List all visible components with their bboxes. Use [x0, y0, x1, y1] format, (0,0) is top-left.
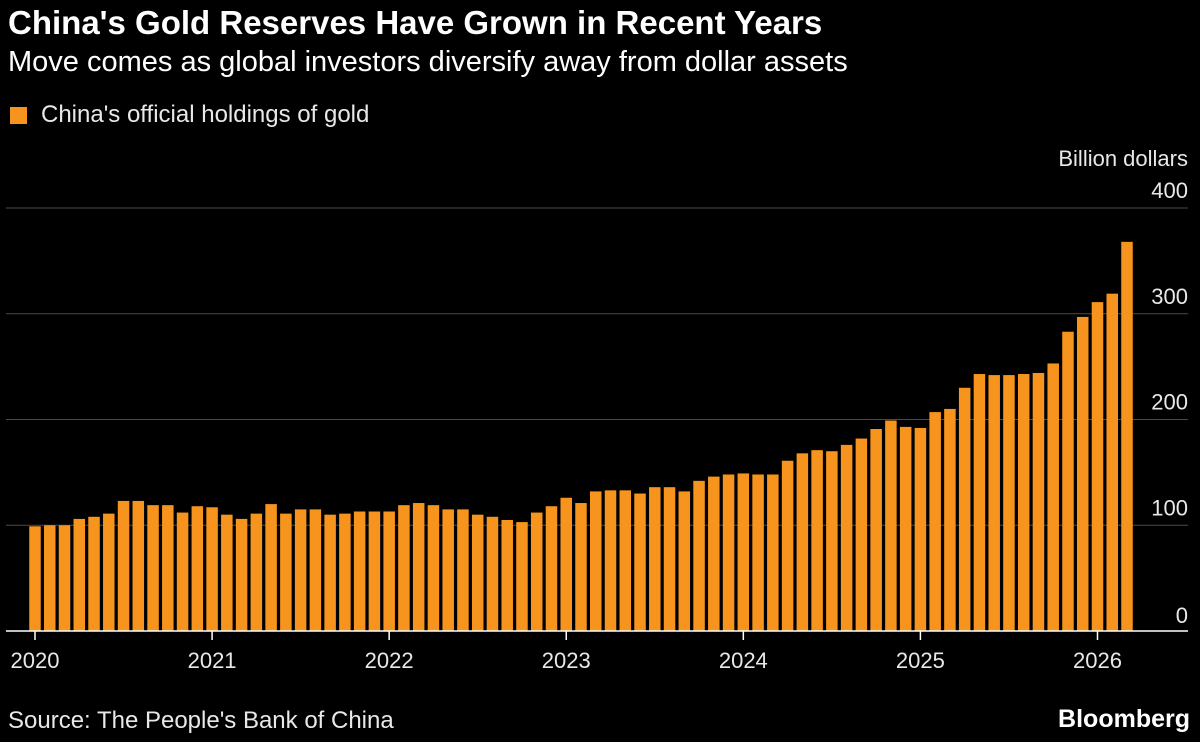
chart-subtitle: Move comes as global investors diversify… — [8, 46, 848, 78]
bar — [265, 504, 277, 631]
x-tick-label: 2021 — [188, 648, 237, 673]
bar — [826, 451, 838, 631]
bar — [1047, 363, 1059, 631]
bar — [1062, 331, 1074, 631]
bar — [811, 450, 823, 631]
bar — [250, 513, 263, 631]
bar — [737, 473, 750, 631]
bar — [206, 507, 218, 631]
bar — [58, 525, 71, 631]
bar — [545, 506, 558, 631]
bar — [575, 503, 587, 631]
bar — [398, 505, 410, 631]
bar — [309, 509, 322, 631]
bar — [191, 506, 204, 631]
bar — [235, 518, 248, 631]
bar — [29, 526, 41, 631]
x-ticks: 2020 2021 2022 2023 2024 2025 2026 — [11, 631, 1122, 673]
bar — [604, 490, 617, 631]
bars — [29, 241, 1133, 631]
source-note: Source: The People's Bank of China — [8, 707, 394, 734]
bar — [708, 476, 720, 631]
y-tick-label: 300 — [1151, 284, 1188, 309]
bar — [590, 491, 602, 631]
bar — [649, 487, 661, 631]
legend-swatch — [10, 106, 27, 124]
bar — [442, 509, 454, 631]
bar — [501, 519, 513, 631]
bar — [899, 426, 912, 631]
bar — [132, 500, 145, 631]
bar — [1106, 293, 1118, 631]
bar — [516, 522, 528, 631]
legend: China's official holdings of gold — [10, 101, 369, 129]
bar — [486, 516, 499, 631]
bar — [914, 427, 927, 631]
bar — [767, 474, 779, 631]
bar — [147, 505, 159, 631]
x-tick-label: 2023 — [542, 648, 591, 673]
legend-label: China's official holdings of gold — [41, 101, 370, 128]
x-tick-label: 2025 — [896, 648, 945, 673]
y-axis-unit-label: Billion dollars — [1058, 146, 1188, 171]
y-tick-labels: 0 100 200 300 400 — [1151, 178, 1188, 628]
bar — [1017, 374, 1030, 631]
bar — [619, 490, 632, 631]
bar — [678, 491, 691, 631]
bar — [530, 512, 543, 631]
bar — [944, 408, 956, 631]
bar — [929, 412, 941, 631]
bar — [221, 514, 233, 631]
bar — [280, 513, 292, 631]
bar — [634, 493, 646, 631]
bar — [162, 505, 174, 631]
bar — [1003, 375, 1015, 631]
bar — [1076, 316, 1089, 631]
bar — [383, 511, 395, 631]
bar — [73, 518, 86, 631]
x-tick-label: 2020 — [11, 648, 60, 673]
bar — [294, 509, 307, 631]
y-tick-label: 200 — [1151, 390, 1188, 415]
bar — [117, 500, 130, 631]
bar — [693, 480, 705, 631]
bar — [368, 511, 381, 631]
bar — [855, 438, 868, 631]
bar — [339, 513, 351, 631]
bar — [663, 487, 676, 631]
bar — [457, 509, 469, 631]
bar — [885, 420, 897, 631]
bar — [353, 511, 366, 631]
x-tick-label: 2022 — [365, 648, 414, 673]
bar — [427, 505, 440, 631]
bar — [88, 516, 100, 631]
bar — [176, 512, 189, 631]
bar — [988, 375, 1000, 631]
bar — [560, 497, 572, 631]
bar — [796, 453, 809, 631]
bar — [324, 514, 336, 631]
bar — [103, 513, 115, 631]
bar — [958, 387, 971, 631]
bar — [870, 429, 882, 631]
bar — [973, 374, 986, 631]
x-tick-label: 2024 — [719, 648, 768, 673]
bar — [1091, 302, 1104, 631]
brand-logo-text: Bloomberg — [1058, 705, 1190, 733]
bar — [412, 503, 425, 631]
bar — [1032, 372, 1045, 631]
y-tick-label: 100 — [1151, 495, 1188, 520]
bar — [44, 525, 56, 631]
chart-title: China's Gold Reserves Have Grown in Rece… — [8, 4, 823, 41]
bar — [840, 444, 853, 631]
bar — [722, 474, 735, 631]
bar — [752, 474, 764, 631]
y-tick-label: 400 — [1151, 178, 1188, 203]
bar — [1121, 241, 1133, 631]
y-tick-label: 0 — [1176, 603, 1188, 628]
x-tick-label: 2026 — [1073, 648, 1122, 673]
bar — [781, 460, 794, 631]
bar — [471, 514, 484, 631]
